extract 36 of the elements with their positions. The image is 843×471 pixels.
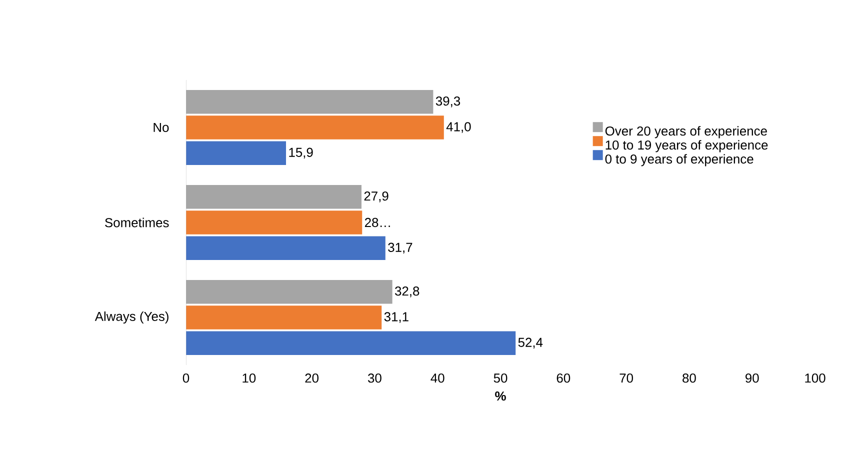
x-tick-label: 50 <box>494 374 508 383</box>
bar <box>186 280 392 304</box>
bar <box>186 331 516 356</box>
legend-label: Over 20 years of experience <box>605 126 767 138</box>
bar <box>186 236 386 260</box>
x-tick-label: 40 <box>430 374 444 383</box>
x-tick-label: 10 <box>242 374 256 383</box>
bar <box>186 210 362 234</box>
x-tick-label: 90 <box>746 374 759 383</box>
y-tick-label: No <box>154 122 169 132</box>
x-tick-label: 60 <box>556 374 570 383</box>
y-tick-label: Sometimes <box>105 218 169 228</box>
legend-label: 10 to 19 years of experience <box>606 140 768 152</box>
bar <box>186 141 286 166</box>
legend-label: 0 to 9 years of experience <box>605 154 754 166</box>
x-tick-label: 30 <box>368 374 382 383</box>
bar <box>186 184 362 209</box>
data-label: 27,9 <box>364 191 388 202</box>
x-tick-label: 100 <box>805 374 826 383</box>
bar <box>186 116 444 140</box>
x-tick-label: 70 <box>620 374 634 383</box>
data-label: 31,1 <box>384 312 408 323</box>
data-label: 15,9 <box>289 148 313 158</box>
data-label: 32,8 <box>395 286 420 298</box>
bar <box>186 90 434 114</box>
data-label: 41,0 <box>446 122 471 133</box>
bar <box>186 306 382 330</box>
y-tick-label: Always (Yes) <box>94 311 168 324</box>
x-tick-label: 20 <box>305 374 319 383</box>
x-axis-title: % <box>495 392 506 401</box>
data-label: 31,7 <box>388 242 412 254</box>
data-label: 39,3 <box>436 96 460 108</box>
data-label: 52,4 <box>518 338 543 348</box>
x-tick-label: 0 <box>182 374 190 383</box>
x-tick-label: 80 <box>682 374 696 383</box>
data-label: 28… <box>364 218 390 228</box>
